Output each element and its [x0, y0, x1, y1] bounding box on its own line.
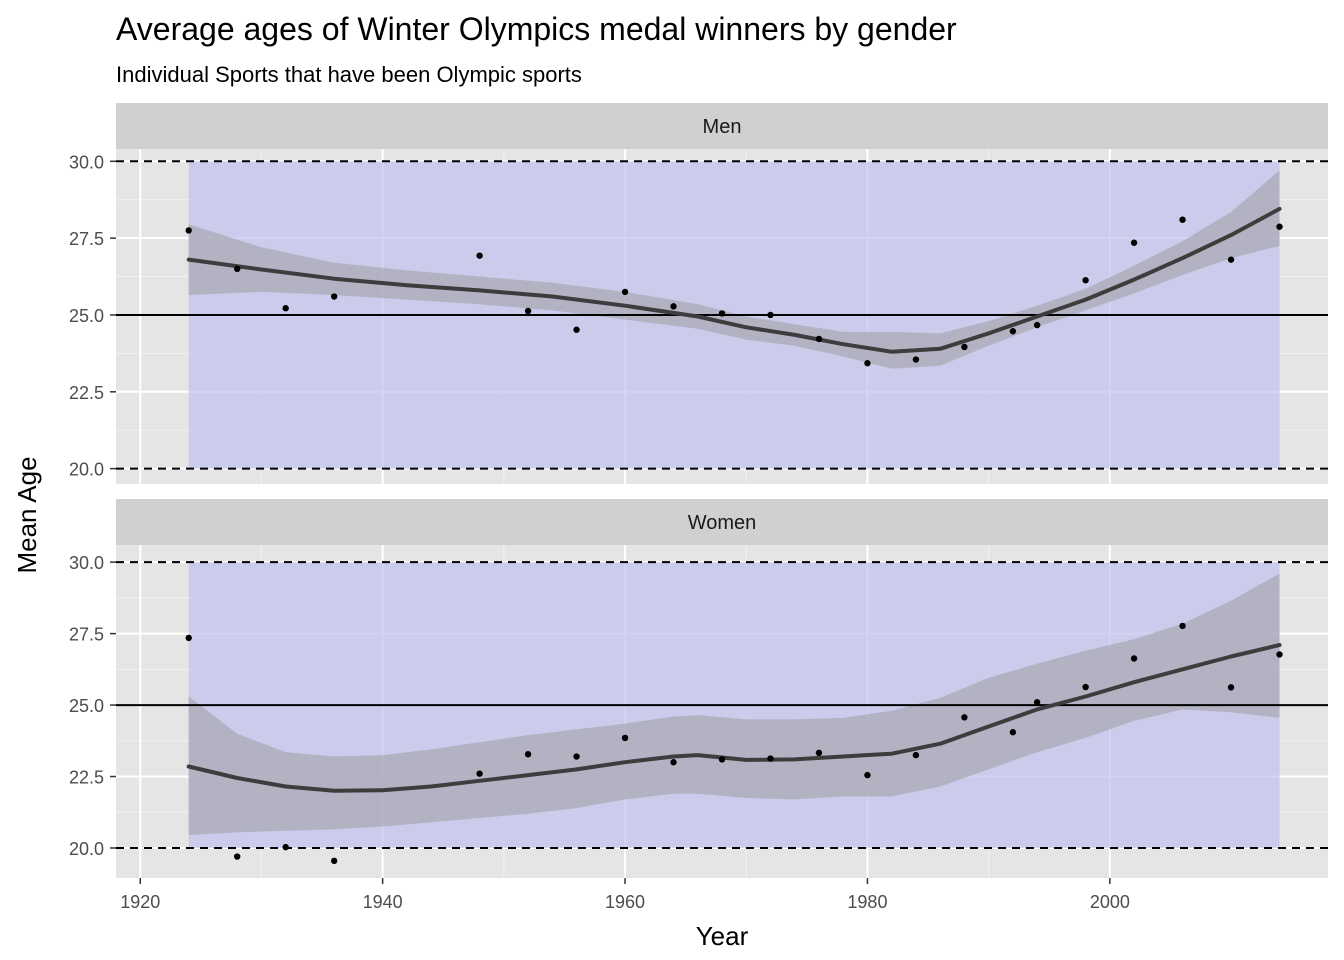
y-axis-title: Mean Age — [12, 456, 42, 573]
chart-subtitle: Individual Sports that have been Olympic… — [116, 62, 582, 87]
data-point — [573, 326, 580, 333]
data-point — [330, 857, 338, 865]
data-point — [1033, 699, 1041, 706]
facet-strip-label: Women — [688, 512, 757, 534]
data-point — [282, 305, 289, 312]
data-point — [573, 753, 580, 760]
data-point — [815, 749, 823, 757]
data-point — [670, 759, 677, 766]
y-tick-label: 30.0 — [69, 152, 104, 172]
data-point — [815, 335, 823, 343]
facet-panel-women: Women 20.0 22.5 25.0 27.5 30.0 — [69, 499, 1328, 878]
confidence-ribbon — [188, 573, 1280, 836]
y-tick-label: 30.0 — [69, 553, 104, 573]
data-point — [1276, 651, 1283, 658]
data-point — [1130, 239, 1138, 246]
data-point — [524, 751, 532, 758]
data-point — [1227, 256, 1235, 263]
data-point — [864, 771, 871, 779]
facet-strip — [116, 103, 1328, 149]
data-point — [1033, 321, 1041, 329]
data-point — [621, 288, 629, 296]
data-point — [1009, 729, 1017, 736]
facet-panels: Men 20.0 22.5 25.0 27.5 30.0 Women 20.0 22.5 25.0… — [69, 103, 1328, 878]
data-point — [185, 634, 192, 642]
x-axis: 1920 1940 1960 1980 2000 — [120, 878, 1130, 912]
data-point — [1082, 683, 1089, 691]
data-point — [1009, 328, 1017, 335]
data-point — [234, 853, 241, 860]
data-point — [864, 360, 871, 367]
x-tick-label: 1960 — [605, 892, 645, 912]
data-point — [767, 311, 774, 319]
data-point — [282, 843, 289, 851]
data-point — [718, 310, 726, 317]
y-tick-label: 25.0 — [69, 306, 104, 326]
data-point — [961, 714, 968, 721]
facet-panel-men: Men 20.0 22.5 25.0 27.5 30.0 — [69, 103, 1328, 484]
confidence-ribbon — [188, 170, 1280, 369]
data-point — [330, 293, 338, 300]
y-tick-label: 20.0 — [69, 460, 104, 480]
data-point — [1227, 684, 1235, 691]
data-point — [670, 303, 677, 310]
data-point — [524, 307, 532, 315]
data-point — [185, 227, 192, 234]
data-point — [961, 343, 968, 351]
y-tick-label: 27.5 — [69, 229, 104, 249]
x-tick-label: 1920 — [120, 892, 160, 912]
data-point — [476, 252, 483, 259]
x-tick-label: 1980 — [847, 892, 887, 912]
y-tick-label: 20.0 — [69, 839, 104, 859]
data-point — [912, 751, 920, 759]
y-tick-label: 27.5 — [69, 625, 104, 645]
data-point — [621, 734, 629, 742]
facet-strip — [116, 499, 1328, 545]
data-point — [912, 356, 920, 363]
data-point — [1276, 223, 1283, 230]
facet-strip-label: Men — [703, 116, 742, 138]
data-point — [1130, 655, 1138, 662]
data-point — [1179, 622, 1186, 630]
x-axis-title: Year — [696, 921, 749, 951]
chart-title: Average ages of Winter Olympics medal wi… — [116, 11, 957, 47]
y-tick-label: 25.0 — [69, 696, 104, 716]
data-point — [476, 770, 483, 777]
data-point — [767, 755, 774, 762]
data-point — [718, 756, 726, 763]
data-point — [234, 265, 241, 273]
x-tick-label: 2000 — [1090, 892, 1130, 912]
data-point — [1179, 216, 1186, 223]
y-tick-label: 22.5 — [69, 383, 104, 403]
y-tick-label: 22.5 — [69, 768, 104, 788]
data-point — [1082, 277, 1089, 284]
x-tick-label: 1940 — [363, 892, 403, 912]
